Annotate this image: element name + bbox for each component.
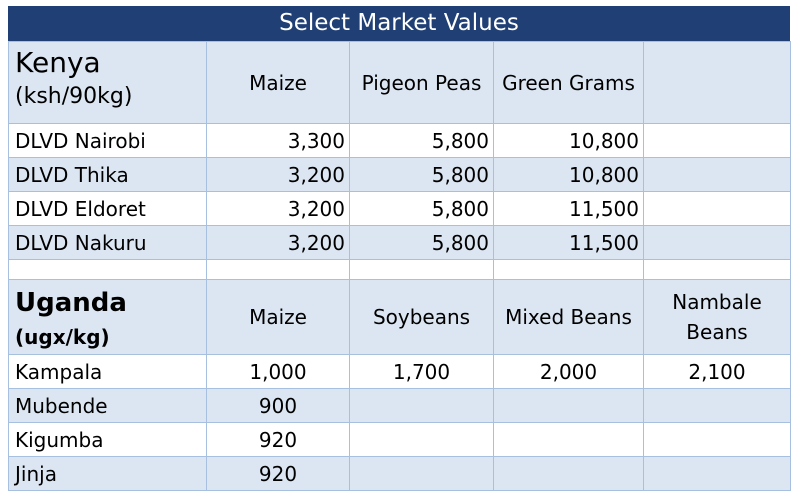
table-row: DLVD Nakuru 3,200 5,800 11,500 [8, 225, 791, 260]
price-cell [643, 422, 791, 457]
price-cell: 900 [206, 388, 350, 423]
price-cell: 920 [206, 456, 350, 491]
market-label: DLVD Thika [8, 157, 207, 192]
uganda-unit-label: (ugx/kg) [15, 325, 110, 349]
price-cell [493, 388, 644, 423]
price-cell [643, 225, 791, 260]
kenya-column-header: Maize [206, 41, 350, 124]
price-cell: 3,200 [206, 225, 350, 260]
empty-cell [206, 259, 350, 280]
price-cell [493, 422, 644, 457]
price-cell [643, 388, 791, 423]
price-cell: 920 [206, 422, 350, 457]
price-cell [349, 422, 494, 457]
price-cell: 5,800 [349, 191, 494, 226]
empty-cell [349, 259, 494, 280]
price-cell [493, 456, 644, 491]
uganda-column-header: Mixed Beans [493, 279, 644, 355]
price-cell: 5,800 [349, 225, 494, 260]
price-cell [643, 123, 791, 158]
price-cell [643, 191, 791, 226]
empty-cell [493, 259, 644, 280]
price-cell [349, 456, 494, 491]
table-row: Kampala 1,000 1,700 2,000 2,100 [8, 354, 791, 389]
kenya-header-row: Kenya (ksh/90kg) Maize Pigeon Peas Green… [8, 41, 791, 124]
table-row: DLVD Eldoret 3,200 5,800 11,500 [8, 191, 791, 226]
kenya-column-header: Green Grams [493, 41, 644, 124]
table-row: DLVD Nairobi 3,300 5,800 10,800 [8, 123, 791, 158]
empty-cell [8, 259, 207, 280]
price-cell: 3,300 [206, 123, 350, 158]
market-label: Jinja [8, 456, 207, 491]
price-cell: 11,500 [493, 191, 644, 226]
empty-cell [643, 259, 791, 280]
kenya-country-label: Kenya [15, 46, 101, 79]
uganda-header-cell: Uganda (ugx/kg) [8, 279, 207, 355]
price-cell: 2,000 [493, 354, 644, 389]
price-cell [349, 388, 494, 423]
table-row: DLVD Thika 3,200 5,800 10,800 [8, 157, 791, 192]
price-cell: 2,100 [643, 354, 791, 389]
uganda-column-header: Soybeans [349, 279, 494, 355]
table-title: Select Market Values [8, 6, 790, 41]
uganda-header-row: Uganda (ugx/kg) Maize Soybeans Mixed Bea… [8, 279, 791, 355]
kenya-column-header [643, 41, 791, 124]
market-values-table: Kenya (ksh/90kg) Maize Pigeon Peas Green… [8, 41, 791, 491]
price-cell: 3,200 [206, 157, 350, 192]
kenya-header-cell: Kenya (ksh/90kg) [8, 41, 207, 124]
price-cell: 10,800 [493, 123, 644, 158]
price-cell: 5,800 [349, 157, 494, 192]
kenya-unit-label: (ksh/90kg) [15, 84, 133, 109]
price-cell [643, 157, 791, 192]
market-values-table-frame: Select Market Values Kenya (ksh/90kg) Ma… [8, 6, 791, 494]
market-label: Kigumba [8, 422, 207, 457]
price-cell: 10,800 [493, 157, 644, 192]
table-row: Kigumba 920 [8, 422, 791, 457]
table-row: Jinja 920 [8, 456, 791, 491]
price-cell: 5,800 [349, 123, 494, 158]
market-label: DLVD Nairobi [8, 123, 207, 158]
market-label: DLVD Nakuru [8, 225, 207, 260]
market-label: Kampala [8, 354, 207, 389]
uganda-column-header: Maize [206, 279, 350, 355]
price-cell: 3,200 [206, 191, 350, 226]
price-cell: 1,000 [206, 354, 350, 389]
price-cell: 11,500 [493, 225, 644, 260]
market-label: DLVD Eldoret [8, 191, 207, 226]
table-row: Mubende 900 [8, 388, 791, 423]
price-cell: 1,700 [349, 354, 494, 389]
market-label: Mubende [8, 388, 207, 423]
spacer-row [8, 259, 791, 280]
kenya-column-header: Pigeon Peas [349, 41, 494, 124]
uganda-column-header: Nambale Beans [643, 279, 791, 355]
uganda-country-label: Uganda [15, 288, 127, 318]
price-cell [643, 456, 791, 491]
